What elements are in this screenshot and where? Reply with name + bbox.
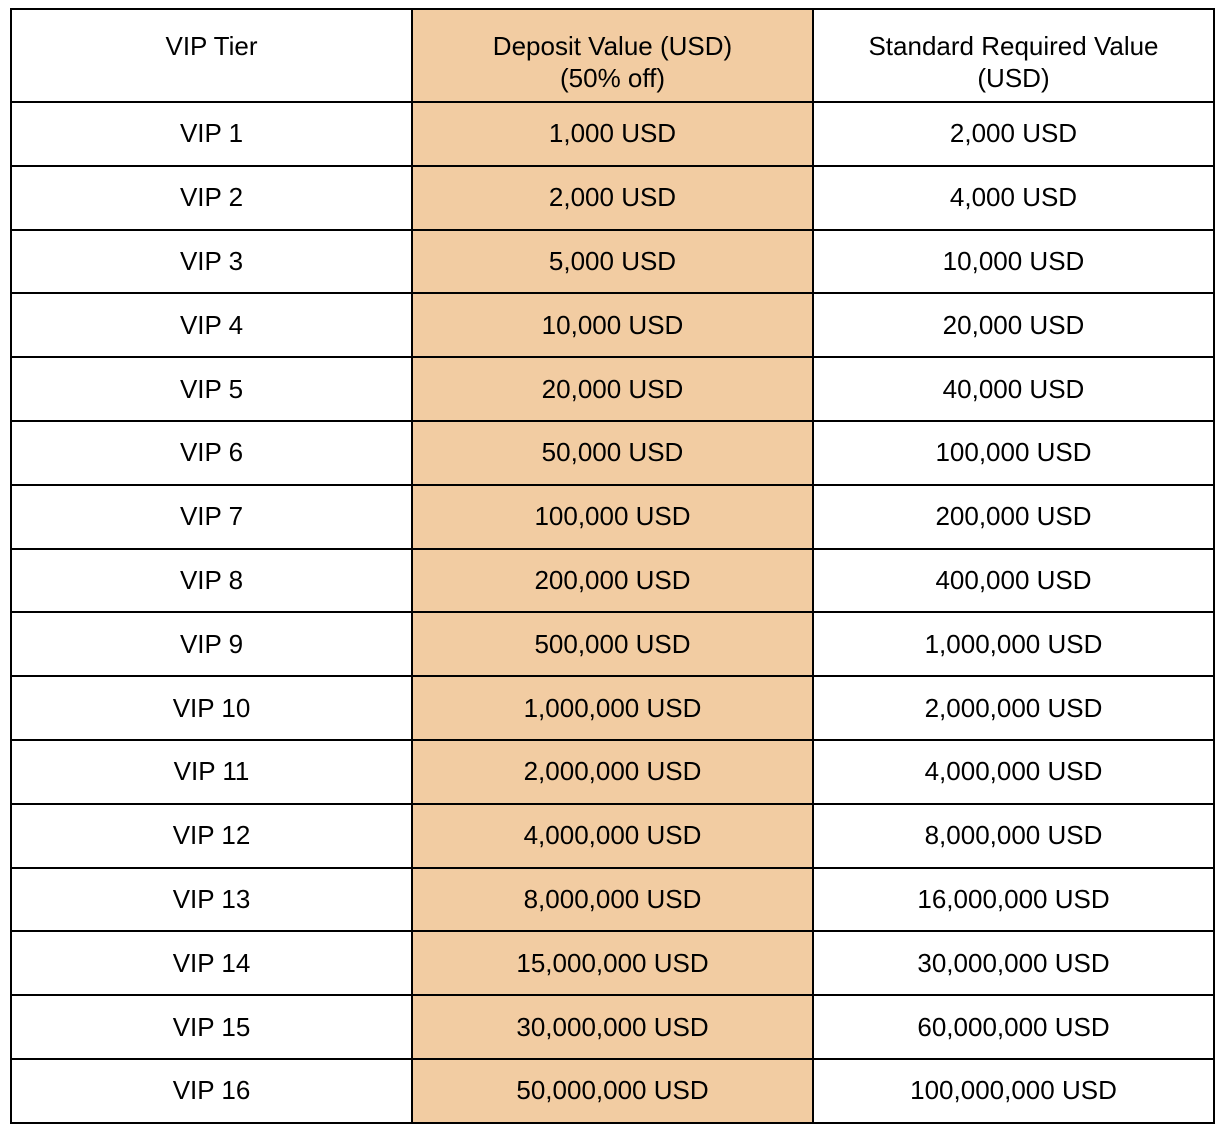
table-row: VIP 11 2,000,000 USD 4,000,000 USD: [10, 738, 1215, 805]
table-row: VIP 8 200,000 USD 400,000 USD: [10, 547, 1215, 614]
vip-tier-cell: VIP 8: [10, 547, 413, 614]
standard-required-value-cell: 20,000 USD: [812, 292, 1215, 359]
table-row: VIP 9 500,000 USD 1,000,000 USD: [10, 611, 1215, 678]
standard-required-value-cell: 40,000 USD: [812, 356, 1215, 422]
standard-required-value-cell: 100,000,000 USD: [812, 1057, 1215, 1124]
table-row: VIP 15 30,000,000 USD 60,000,000 USD: [10, 994, 1215, 1060]
table-row: VIP 13 8,000,000 USD 16,000,000 USD: [10, 866, 1215, 933]
vip-tier-cell: VIP 11: [10, 738, 413, 805]
deposit-value-cell: 2,000 USD: [411, 164, 814, 231]
deposit-value-cell: 10,000 USD: [411, 292, 814, 359]
table-row: VIP 5 20,000 USD 40,000 USD: [10, 356, 1215, 422]
standard-required-value-cell: 1,000,000 USD: [812, 611, 1215, 678]
standard-required-value-cell: 200,000 USD: [812, 483, 1215, 550]
deposit-value-cell: 50,000 USD: [411, 419, 814, 486]
vip-tier-cell: VIP 16: [10, 1057, 413, 1124]
vip-tier-cell: VIP 13: [10, 866, 413, 933]
table-row: VIP 6 50,000 USD 100,000 USD: [10, 419, 1215, 486]
vip-tier-cell: VIP 3: [10, 228, 413, 295]
standard-required-value-cell: 2,000,000 USD: [812, 675, 1215, 741]
vip-tier-cell: VIP 9: [10, 611, 413, 678]
vip-tier-cell: VIP 10: [10, 675, 413, 741]
standard-required-value-cell: 100,000 USD: [812, 419, 1215, 486]
standard-required-value-cell: 16,000,000 USD: [812, 866, 1215, 933]
header-row: VIP Tier Deposit Value (USD) (50% off) S…: [10, 8, 1215, 103]
deposit-value-cell: 1,000,000 USD: [411, 675, 814, 741]
table-body: VIP 1 1,000 USD 2,000 USD VIP 2 2,000 USD 4,0…: [10, 101, 1215, 1124]
deposit-value-cell: 15,000,000 USD: [411, 930, 814, 997]
table-row: VIP 16 50,000,000 USD 100,000,000 USD: [10, 1057, 1215, 1124]
standard-required-value-cell: 4,000 USD: [812, 164, 1215, 231]
deposit-value-cell: 2,000,000 USD: [411, 738, 814, 805]
vip-tier-cell: VIP 14: [10, 930, 413, 997]
vip-tier-cell: VIP 6: [10, 419, 413, 486]
standard-required-value-cell: 30,000,000 USD: [812, 930, 1215, 997]
header-deposit-value: Deposit Value (USD) (50% off): [411, 8, 814, 103]
header-standard-required-value: Standard Required Value (USD): [812, 8, 1215, 103]
deposit-value-cell: 8,000,000 USD: [411, 866, 814, 933]
table-row: VIP 1 1,000 USD 2,000 USD: [10, 101, 1215, 167]
deposit-value-cell: 1,000 USD: [411, 101, 814, 167]
deposit-value-cell: 100,000 USD: [411, 483, 814, 550]
standard-required-value-cell: 2,000 USD: [812, 101, 1215, 167]
vip-tier-cell: VIP 1: [10, 101, 413, 167]
deposit-value-cell: 30,000,000 USD: [411, 994, 814, 1060]
standard-required-value-cell: 4,000,000 USD: [812, 738, 1215, 805]
standard-required-value-cell: 8,000,000 USD: [812, 802, 1215, 869]
standard-required-value-cell: 10,000 USD: [812, 228, 1215, 295]
deposit-value-cell: 500,000 USD: [411, 611, 814, 678]
deposit-value-cell: 200,000 USD: [411, 547, 814, 614]
vip-tier-cell: VIP 2: [10, 164, 413, 231]
standard-required-value-cell: 60,000,000 USD: [812, 994, 1215, 1060]
table-row: VIP 2 2,000 USD 4,000 USD: [10, 164, 1215, 231]
header-vip-tier: VIP Tier: [10, 8, 413, 103]
table-row: VIP 12 4,000,000 USD 8,000,000 USD: [10, 802, 1215, 869]
deposit-value-cell: 5,000 USD: [411, 228, 814, 295]
deposit-value-cell: 50,000,000 USD: [411, 1057, 814, 1124]
table-row: VIP 3 5,000 USD 10,000 USD: [10, 228, 1215, 295]
deposit-value-cell: 20,000 USD: [411, 356, 814, 422]
table-row: VIP 14 15,000,000 USD 30,000,000 USD: [10, 930, 1215, 997]
table-row: VIP 7 100,000 USD 200,000 USD: [10, 483, 1215, 550]
vip-tier-cell: VIP 4: [10, 292, 413, 359]
table-row: VIP 10 1,000,000 USD 2,000,000 USD: [10, 675, 1215, 741]
table-row: VIP 4 10,000 USD 20,000 USD: [10, 292, 1215, 359]
vip-tier-cell: VIP 7: [10, 483, 413, 550]
vip-tier-table: VIP Tier Deposit Value (USD) (50% off) S…: [10, 8, 1215, 1124]
vip-tier-cell: VIP 5: [10, 356, 413, 422]
standard-required-value-cell: 400,000 USD: [812, 547, 1215, 614]
vip-tier-cell: VIP 15: [10, 994, 413, 1060]
vip-tier-cell: VIP 12: [10, 802, 413, 869]
deposit-value-cell: 4,000,000 USD: [411, 802, 814, 869]
